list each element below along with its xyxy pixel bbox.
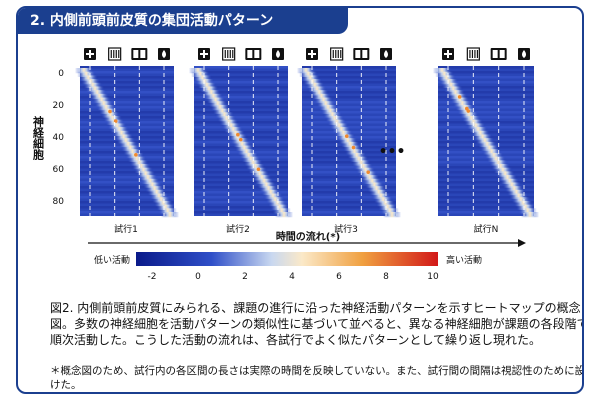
colorbar-tick: 10 (427, 272, 439, 282)
grating-icon (222, 47, 236, 61)
y-ticks: 0 20 40 60 80 (53, 69, 65, 207)
colorbar-tick: 2 (242, 272, 248, 282)
y-tick: 60 (53, 165, 65, 175)
grating-icon (330, 47, 344, 61)
colorbar-low-label: 低い活動 (94, 254, 130, 266)
figure-panel: 2. 内側前頭前皮質の集団活動パターン 神経細胞 0 (16, 6, 584, 394)
heatmap-trial-1 (75, 47, 179, 218)
double-square-icon (353, 48, 370, 60)
colorbar: 低い活動 高い活動 -2 0 2 4 6 8 10 (94, 252, 482, 282)
ellipsis: ••• (379, 144, 406, 160)
colorbar-tick: 8 (383, 272, 389, 282)
y-tick: 20 (53, 101, 65, 111)
note-text: ＊概念図のため、試行内の各区間の長さは実際の時間を反映していない。また、試行間の… (50, 365, 584, 391)
drop-icon (158, 48, 170, 60)
colorbar-tick: 0 (195, 272, 201, 282)
colorbar-tick: 6 (336, 272, 342, 282)
trial-label-2: 試行2 (226, 223, 250, 235)
double-square-icon (245, 48, 262, 60)
grating-icon (108, 47, 122, 61)
y-tick: 80 (53, 197, 65, 207)
section-title: 2. 内側前頭前皮質の集団活動パターン (18, 8, 348, 34)
plus-square-icon (442, 48, 454, 60)
caption-text: 図2. 内側前頭前皮質にみられる、課題の進行に沿った神経活動パターンを示すヒート… (50, 301, 584, 347)
drop-icon (272, 48, 284, 60)
time-arrow (88, 239, 526, 247)
plus-square-icon (306, 48, 318, 60)
colorbar-high-label: 高い活動 (446, 254, 482, 266)
heatmap-trial-2 (189, 47, 293, 218)
double-square-icon (490, 48, 507, 60)
plus-square-icon (84, 48, 96, 60)
y-axis-label: 神経細胞 (32, 115, 45, 161)
heatmap-trial-n (433, 47, 539, 218)
heatmap-trial-3 (297, 47, 401, 218)
y-tick: 0 (58, 69, 64, 79)
trial-label-n: 試行N (474, 223, 499, 235)
heatmap-panels (75, 47, 539, 218)
heatmap-figure: 神経細胞 0 20 40 60 80 ••• 試行1 試行2 試行3 試行N 時… (32, 47, 539, 282)
grating-icon (466, 47, 480, 61)
y-tick: 40 (53, 133, 65, 143)
drop-icon (380, 48, 392, 60)
colorbar-tick: 4 (289, 272, 295, 282)
figure-note: ＊概念図のため、試行内の各区間の長さは実際の時間を反映していない。また、試行間の… (50, 364, 584, 392)
plus-square-icon (198, 48, 210, 60)
trial-label-1: 試行1 (114, 223, 138, 235)
trial-label-3: 試行3 (334, 223, 358, 235)
colorbar-tick: -2 (148, 272, 157, 282)
x-axis-label: 時間の流れ(*) (276, 230, 340, 243)
double-square-icon (131, 48, 148, 60)
figure-caption: 図2. 内側前頭前皮質にみられる、課題の進行に沿った神経活動パターンを示すヒート… (50, 300, 584, 348)
drop-icon (518, 48, 530, 60)
